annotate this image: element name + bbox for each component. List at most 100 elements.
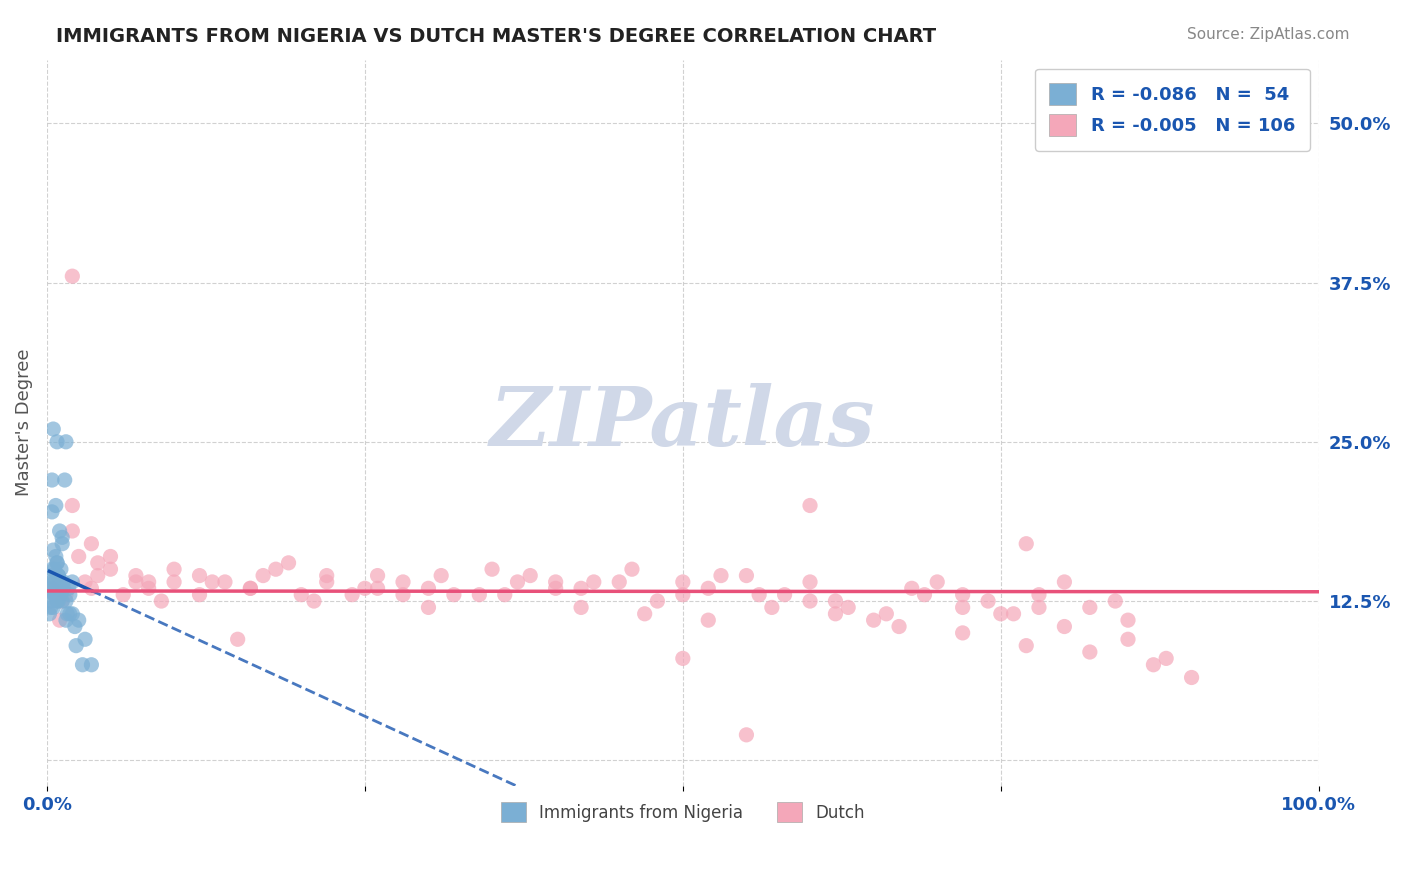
Point: [418, 582, 440, 596]
Point: [582, 574, 605, 589]
Point: [519, 568, 541, 582]
Point: [44, 588, 66, 602]
Point: [392, 588, 415, 602]
Point: [1028, 588, 1050, 602]
Point: [672, 574, 695, 589]
Point: [49, 574, 72, 589]
Point: [837, 600, 859, 615]
Point: [53, 473, 76, 487]
Point: [59, 607, 82, 621]
Point: [1181, 671, 1204, 685]
Point: [824, 594, 846, 608]
Point: [201, 574, 224, 589]
Point: [42, 422, 65, 436]
Text: ZIPatlas: ZIPatlas: [491, 383, 876, 463]
Point: [1116, 613, 1139, 627]
Text: Source: ZipAtlas.com: Source: ZipAtlas.com: [1187, 27, 1350, 42]
Point: [39, 568, 62, 582]
Point: [1078, 600, 1101, 615]
Point: [544, 574, 567, 589]
Point: [59, 588, 82, 602]
Point: [100, 549, 122, 564]
Point: [952, 588, 974, 602]
Point: [46, 594, 69, 608]
Point: [569, 582, 592, 596]
Point: [226, 632, 249, 647]
Point: [315, 574, 337, 589]
Point: [900, 582, 922, 596]
Point: [48, 524, 70, 538]
Point: [977, 594, 1000, 608]
Point: [60, 607, 83, 621]
Point: [46, 434, 69, 449]
Point: [887, 619, 910, 633]
Point: [773, 588, 796, 602]
Point: [44, 562, 66, 576]
Point: [990, 607, 1012, 621]
Point: [46, 574, 69, 589]
Point: [647, 594, 669, 608]
Point: [46, 556, 69, 570]
Point: [112, 588, 135, 602]
Point: [49, 562, 72, 576]
Point: [39, 594, 62, 608]
Point: [1053, 574, 1076, 589]
Point: [55, 594, 77, 608]
Point: [60, 269, 83, 284]
Point: [60, 524, 83, 538]
Point: [214, 574, 236, 589]
Point: [52, 574, 75, 589]
Point: [697, 582, 720, 596]
Point: [927, 574, 949, 589]
Point: [138, 582, 160, 596]
Point: [45, 549, 67, 564]
Point: [1053, 619, 1076, 633]
Point: [49, 588, 72, 602]
Point: [710, 568, 733, 582]
Point: [340, 588, 363, 602]
Y-axis label: Master's Degree: Master's Degree: [15, 349, 32, 497]
Point: [67, 613, 90, 627]
Point: [367, 582, 389, 596]
Point: [302, 594, 325, 608]
Point: [315, 568, 337, 582]
Point: [952, 600, 974, 615]
Point: [150, 594, 173, 608]
Point: [735, 568, 758, 582]
Point: [60, 499, 83, 513]
Point: [46, 568, 69, 582]
Point: [862, 613, 884, 627]
Point: [1015, 639, 1038, 653]
Point: [481, 562, 503, 576]
Point: [672, 651, 695, 665]
Point: [58, 582, 80, 596]
Point: [761, 600, 783, 615]
Point: [80, 657, 103, 672]
Point: [67, 549, 90, 564]
Point: [1116, 632, 1139, 647]
Point: [138, 574, 160, 589]
Point: [799, 574, 821, 589]
Point: [100, 562, 122, 576]
Point: [697, 613, 720, 627]
Point: [735, 728, 758, 742]
Point: [73, 574, 96, 589]
Point: [188, 568, 211, 582]
Point: [65, 639, 87, 653]
Point: [48, 613, 70, 627]
Point: [290, 588, 312, 602]
Point: [443, 588, 465, 602]
Point: [392, 574, 415, 589]
Point: [42, 543, 65, 558]
Point: [1142, 657, 1164, 672]
Point: [239, 582, 262, 596]
Point: [80, 537, 103, 551]
Point: [87, 568, 110, 582]
Point: [544, 582, 567, 596]
Point: [48, 582, 70, 596]
Point: [39, 600, 62, 615]
Point: [51, 530, 73, 544]
Point: [45, 499, 67, 513]
Point: [799, 499, 821, 513]
Point: [46, 568, 69, 582]
